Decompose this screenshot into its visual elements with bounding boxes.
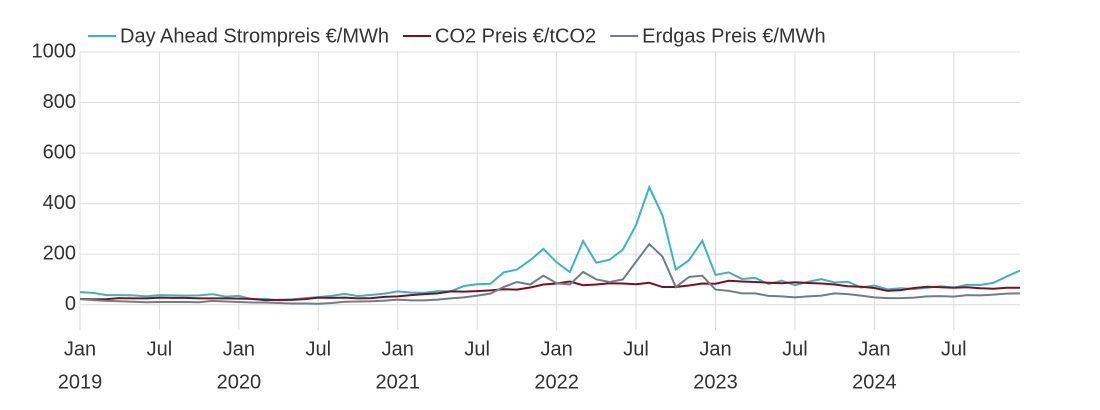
x-tick-label: 2023 (693, 371, 738, 393)
x-tick-label: Jul (941, 338, 967, 360)
y-tick-label: 200 (43, 242, 76, 264)
x-tick-label: Jul (464, 338, 490, 360)
y-tick-label: 800 (43, 91, 76, 113)
x-tick-label: 2020 (217, 371, 262, 393)
x-tick-label: Jul (782, 338, 808, 360)
x-tick-label: Jan (382, 338, 414, 360)
x-tick-label: 2022 (534, 371, 579, 393)
x-tick-label: 2024 (852, 371, 897, 393)
series-line (79, 279, 1020, 302)
x-tick-label: Jan (540, 338, 572, 360)
x-tick-label: Jan (699, 338, 731, 360)
x-tick-label: Jan (64, 338, 96, 360)
legend-label: CO2 Preis €/tCO2 (435, 25, 596, 47)
y-tick-label: 1000 (32, 40, 77, 62)
legend-label: Day Ahead Strompreis €/MWh (120, 25, 389, 47)
x-tick-label: Jan (858, 338, 890, 360)
y-tick-label: 600 (43, 141, 76, 163)
legend: Day Ahead Strompreis €/MWh CO2 Preis €/tC… (88, 25, 826, 47)
x-tick-label: Jul (147, 338, 173, 360)
legend-label: Erdgas Preis €/MWh (642, 25, 825, 47)
x-tick-label: Jan (223, 338, 255, 360)
y-tick-label: 400 (43, 192, 76, 214)
y-tick-label: 0 (65, 293, 76, 315)
x-tick-label: 2021 (375, 371, 420, 393)
series-line (79, 242, 1021, 305)
x-tick-label: Jul (623, 338, 649, 360)
x-tick-label: 2019 (58, 371, 103, 393)
x-tick-label: Jul (306, 338, 332, 360)
